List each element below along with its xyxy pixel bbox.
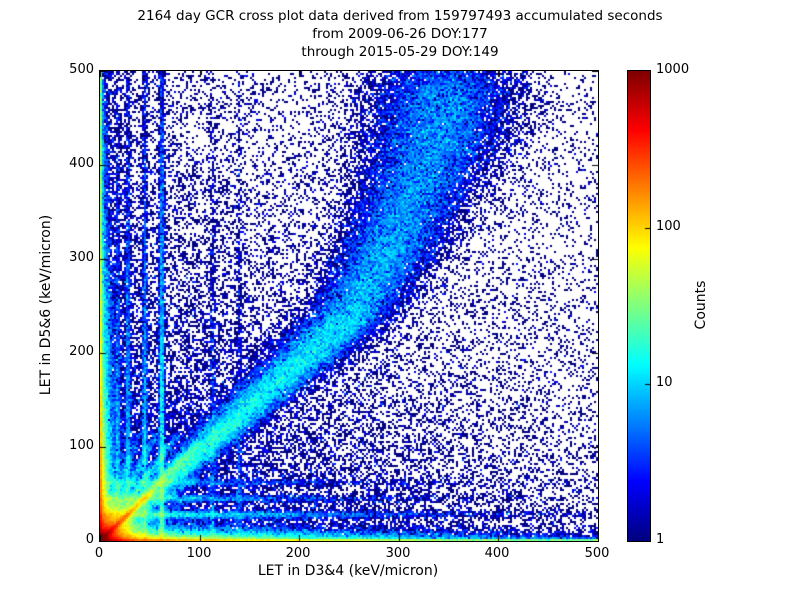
x-tick-label-200: 200 <box>285 546 311 561</box>
y-tick-label-0: 0 <box>85 532 94 547</box>
y-tick-label-500: 500 <box>69 62 94 77</box>
colorbar-label: Counts <box>693 280 709 330</box>
y-tick-label-300: 300 <box>69 250 94 265</box>
x-axis-label: LET in D3&4 (keV/micron) <box>257 563 439 579</box>
chart-title-line3: through 2015-05-29 DOY:149 <box>301 44 499 60</box>
y-tick-label-100: 100 <box>69 438 94 453</box>
x-tick-label-300: 300 <box>385 546 411 561</box>
colorbar-tick-label-1000: 1000 <box>656 62 690 77</box>
plot-canvas <box>99 70 599 542</box>
y-tick-label-400: 400 <box>69 156 94 171</box>
chart-title-line1: 2164 day GCR cross plot data derived fro… <box>137 8 663 24</box>
colorbar-canvas <box>627 70 651 542</box>
y-axis-label: LET in D5&6 (keV/micron) <box>38 214 54 396</box>
x-tick-label-0: 0 <box>94 546 104 561</box>
x-tick-label-400: 400 <box>484 546 510 561</box>
colorbar-tick-label-1: 1 <box>656 532 665 547</box>
y-tick-label-200: 200 <box>69 344 94 359</box>
x-tick-label-100: 100 <box>186 546 212 561</box>
colorbar-tick-label-100: 100 <box>656 219 681 234</box>
x-tick-label-500: 500 <box>584 546 610 561</box>
chart-title-line2: from 2009-06-26 DOY:177 <box>312 26 488 42</box>
colorbar-tick-label-10: 10 <box>656 375 673 390</box>
